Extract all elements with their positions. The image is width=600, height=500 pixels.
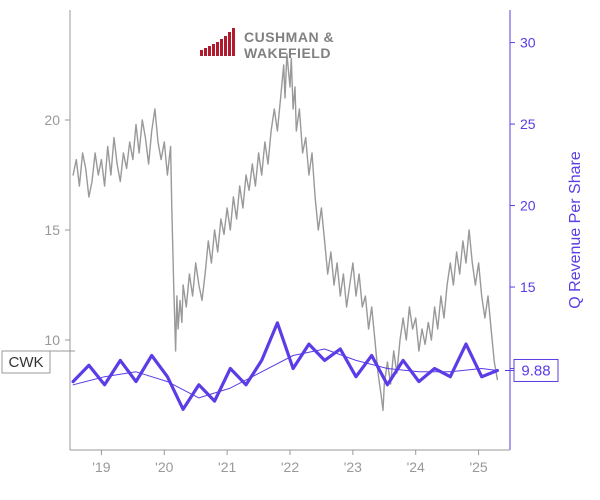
logo-bar bbox=[228, 32, 231, 56]
chart-svg: 1015201015202530'19'20'21'22'23'24'25Q R… bbox=[0, 0, 600, 500]
x-tick-label: '24 bbox=[407, 459, 425, 475]
current-value-badge: 9.88 bbox=[514, 359, 558, 381]
x-tick-label: '25 bbox=[469, 459, 487, 475]
left-tick-label: 10 bbox=[44, 332, 60, 348]
right-tick-label: 20 bbox=[520, 198, 536, 214]
logo-bar bbox=[216, 42, 219, 56]
ticker-text: CWK bbox=[9, 354, 44, 371]
logo-bar bbox=[204, 48, 207, 56]
revenue-line bbox=[73, 323, 497, 409]
logo-bar bbox=[208, 46, 211, 56]
ticker-badge: CWK bbox=[2, 351, 50, 373]
price-line bbox=[73, 54, 497, 410]
logo-text-line1: CUSHMAN & bbox=[244, 29, 334, 45]
x-tick-label: '23 bbox=[344, 459, 362, 475]
logo-bar bbox=[232, 28, 235, 56]
right-axis-title: Q Revenue Per Share bbox=[567, 151, 584, 309]
current-value-text: 9.88 bbox=[521, 362, 550, 379]
revenue-smoothed-line bbox=[73, 349, 497, 398]
logo-bar bbox=[224, 36, 227, 56]
x-tick-label: '20 bbox=[155, 459, 173, 475]
right-tick-label: 25 bbox=[520, 116, 536, 132]
left-tick-label: 20 bbox=[44, 112, 60, 128]
x-tick-label: '22 bbox=[281, 459, 299, 475]
cushman-wakefield-logo: CUSHMAN &WAKEFIELD bbox=[200, 28, 334, 61]
x-tick-label: '19 bbox=[92, 459, 110, 475]
x-tick-label: '21 bbox=[218, 459, 236, 475]
left-tick-label: 15 bbox=[44, 222, 60, 238]
right-tick-label: 15 bbox=[520, 279, 536, 295]
right-tick-label: 30 bbox=[520, 35, 536, 51]
logo-bar bbox=[212, 44, 215, 56]
logo-text-line2: WAKEFIELD bbox=[244, 45, 331, 61]
logo-bar bbox=[220, 39, 223, 56]
stock-revenue-chart: 1015201015202530'19'20'21'22'23'24'25Q R… bbox=[0, 0, 600, 500]
logo-bar bbox=[200, 50, 203, 56]
